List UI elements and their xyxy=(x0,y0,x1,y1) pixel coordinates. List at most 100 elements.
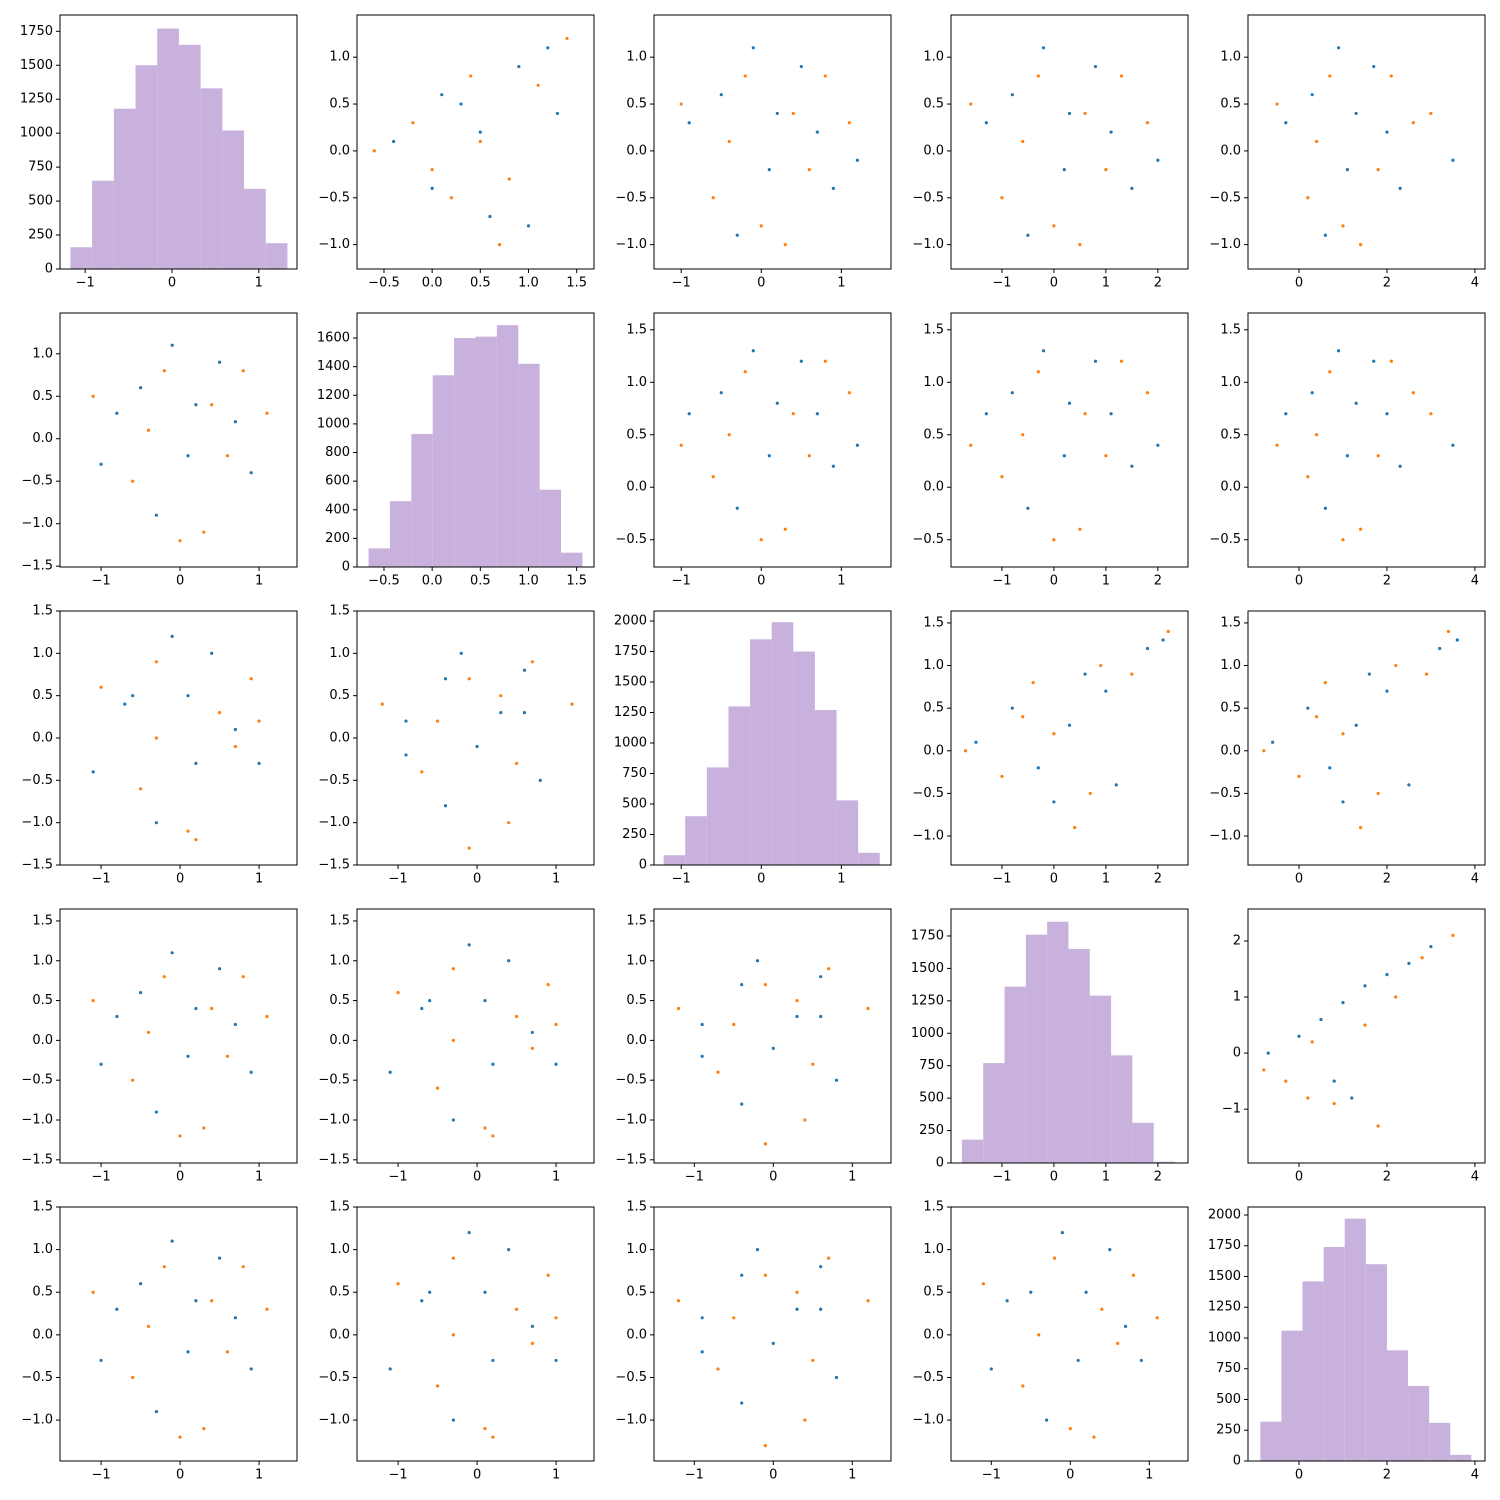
x-tick-label: 1 xyxy=(552,872,560,887)
scatter-point xyxy=(1109,130,1113,134)
scatter-point xyxy=(430,168,434,172)
scatter-point xyxy=(1385,973,1389,977)
scatter-point xyxy=(984,121,988,125)
scatter-point xyxy=(823,359,827,363)
y-tick-label: −1.0 xyxy=(21,1413,53,1428)
y-tick-label: 1750 xyxy=(911,928,944,943)
scatter-point xyxy=(1389,74,1393,78)
y-tick-label: −0.5 xyxy=(318,773,350,788)
x-tick-label: 0 xyxy=(769,1170,777,1185)
scatter-point xyxy=(530,1030,534,1035)
hist-bar xyxy=(750,639,772,865)
scatter-point xyxy=(834,1078,839,1082)
scatter-point xyxy=(131,479,135,483)
x-tick-label: −1 xyxy=(388,1468,407,1483)
scatter-point xyxy=(1145,646,1150,651)
y-tick-label: 0 xyxy=(1233,1046,1241,1061)
x-tick-label: 0 xyxy=(473,1170,481,1185)
x-tick-label: 0 xyxy=(1295,872,1303,887)
x-tick-label: 0 xyxy=(757,872,765,887)
scatter-point xyxy=(146,1324,151,1328)
y-tick-label: 0.5 xyxy=(1220,97,1241,112)
axes-frame xyxy=(950,1206,1189,1462)
scatter-point xyxy=(963,749,968,753)
y-tick-label: −0.5 xyxy=(615,190,647,205)
y-tick-label: 750 xyxy=(1216,1361,1241,1376)
y-tick-label: 0.0 xyxy=(32,431,53,446)
scatter-point xyxy=(138,1282,143,1286)
x-tick-label: 1 xyxy=(1102,872,1110,887)
scatter-point xyxy=(451,967,455,971)
y-tick-label: 1000 xyxy=(20,126,53,141)
scatter-point xyxy=(866,1006,870,1011)
x-tick-label: 0 xyxy=(1066,1468,1074,1483)
hist-bar xyxy=(432,375,455,567)
scatter-point xyxy=(791,412,795,416)
scatter-point xyxy=(1052,1256,1057,1260)
x-tick-label: 2 xyxy=(1154,872,1162,887)
scatter-point xyxy=(687,412,691,416)
scatter-point xyxy=(1394,995,1398,999)
y-tick-label: 1.0 xyxy=(329,953,350,968)
x-tick-label: 2 xyxy=(1383,872,1391,887)
scatter-point xyxy=(186,1350,190,1354)
scatter-point xyxy=(716,1070,720,1074)
scatter-point xyxy=(1041,46,1046,50)
scatter-point xyxy=(969,443,973,447)
y-tick-label: 0.5 xyxy=(1220,427,1241,442)
scatter-point xyxy=(1010,391,1014,395)
axes-frame xyxy=(653,610,892,866)
scatter-point xyxy=(740,1102,744,1106)
scatter-point xyxy=(265,1014,269,1019)
scatter-point xyxy=(1451,443,1455,447)
y-tick-label: 0 xyxy=(936,1156,944,1171)
x-tick-label: 1 xyxy=(837,574,845,589)
scatter-point xyxy=(162,1265,166,1269)
scatter-point xyxy=(451,1333,455,1337)
x-tick-label: 1 xyxy=(255,1170,263,1185)
x-tick-label: 2 xyxy=(1154,1170,1162,1185)
scatter-point xyxy=(170,634,174,639)
scatter-point xyxy=(154,660,158,664)
scatter-point xyxy=(440,93,444,97)
scatter-point xyxy=(716,1367,720,1371)
scatter-point xyxy=(565,36,569,41)
y-tick-label: −0.5 xyxy=(1209,190,1241,205)
scatter-point xyxy=(1100,1307,1104,1311)
scatter-point xyxy=(700,1054,704,1058)
scatter-point xyxy=(735,506,739,510)
scatter-point xyxy=(759,538,763,542)
scatter-point xyxy=(210,651,214,655)
scatter-point xyxy=(507,177,511,181)
y-tick-label: 1600 xyxy=(317,331,350,346)
scatter-point xyxy=(420,770,424,774)
x-tick-label: 1 xyxy=(837,276,845,291)
x-tick-label: 0 xyxy=(473,872,481,887)
x-tick-label: −1 xyxy=(91,1170,110,1185)
hist-bar xyxy=(1344,1218,1366,1461)
y-tick-label: 0.0 xyxy=(32,731,53,746)
x-tick-label: 0 xyxy=(1050,872,1058,887)
x-tick-label: 2 xyxy=(1383,574,1391,589)
x-tick-label: 1.5 xyxy=(566,276,587,291)
scatter-point xyxy=(388,1367,392,1371)
scatter-point xyxy=(1145,121,1150,125)
scatter-point xyxy=(115,1307,119,1311)
y-tick-label: 400 xyxy=(325,502,350,517)
hist-bar xyxy=(454,338,476,567)
scatter-point xyxy=(1275,102,1279,106)
scatter-point xyxy=(420,1006,424,1011)
scatter-point xyxy=(536,83,540,87)
y-tick-label: −1.0 xyxy=(318,1113,350,1128)
scatter-point xyxy=(499,694,503,698)
axes-frame xyxy=(653,908,892,1164)
scatter-point xyxy=(522,668,527,672)
scatter-point xyxy=(428,1290,432,1294)
y-tick-label: 0.5 xyxy=(626,993,647,1008)
hist-bar xyxy=(244,188,266,269)
x-tick-label: 0.0 xyxy=(422,574,443,589)
scatter-point xyxy=(1424,672,1429,676)
scatter-point xyxy=(719,391,723,395)
scatter-point xyxy=(146,428,151,432)
x-tick-label: 0 xyxy=(1295,1170,1303,1185)
